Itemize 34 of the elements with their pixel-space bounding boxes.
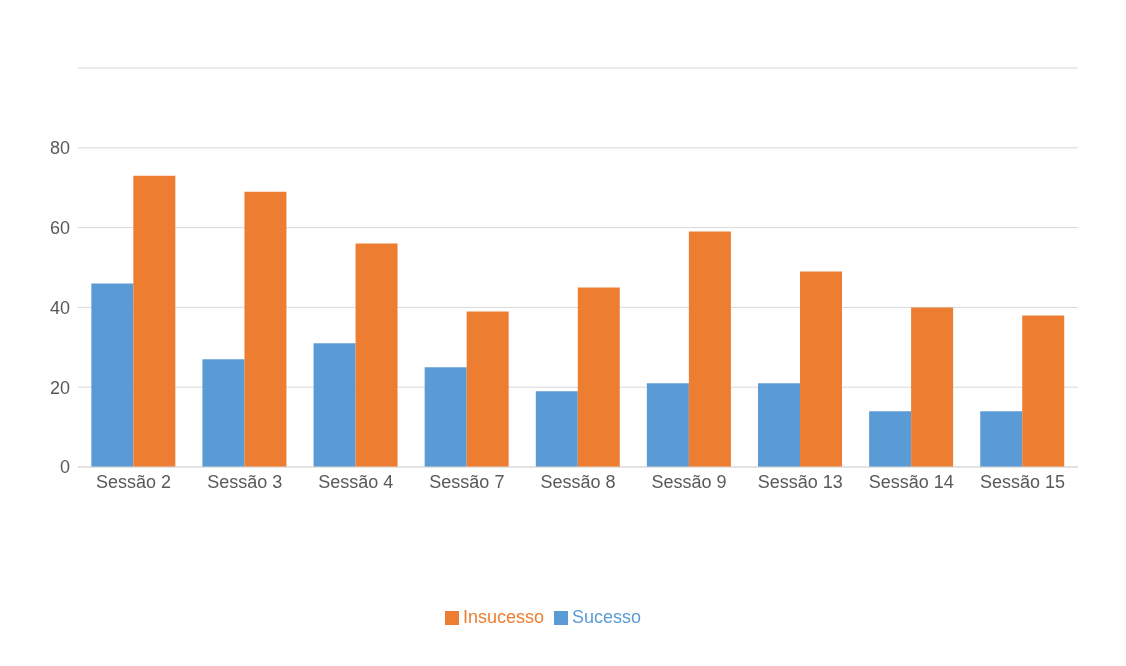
y-tick-label: 0 (59, 457, 70, 478)
x-tick-label: Sessão 7 (429, 471, 505, 492)
bar (466, 311, 509, 467)
x-tick-label: Sessão 14 (868, 471, 954, 492)
bar (869, 411, 912, 467)
legend-label: Insucesso (462, 607, 544, 627)
bar (758, 383, 800, 467)
bar (424, 367, 467, 467)
x-tick-label: Sessão 9 (651, 471, 727, 492)
x-tick-label: Sessão 8 (540, 471, 616, 492)
bar (244, 191, 287, 467)
bar (91, 283, 134, 467)
bar (577, 287, 620, 467)
bar (646, 383, 689, 467)
y-tick-label: 40 (49, 297, 70, 318)
bar (980, 411, 1023, 467)
bar (911, 307, 954, 467)
bar (800, 271, 842, 467)
legend-label: Sucesso (572, 607, 642, 627)
bar (313, 343, 356, 467)
bar (133, 175, 176, 467)
x-tick-label: Sessão 2 (96, 471, 172, 492)
y-tick-label: 20 (49, 377, 70, 398)
y-tick-label: 60 (49, 217, 70, 238)
bar (1022, 315, 1065, 467)
x-tick-label: Sessão 15 (979, 471, 1065, 492)
x-tick-label: Sessão 4 (318, 471, 394, 492)
x-tick-label: Sessão 3 (207, 471, 283, 492)
bar (535, 391, 578, 467)
x-tick-label: Sessão 13 (757, 471, 843, 492)
bar (202, 359, 245, 467)
bar (688, 231, 731, 467)
bar (355, 243, 398, 467)
y-tick-label: 80 (49, 138, 70, 159)
